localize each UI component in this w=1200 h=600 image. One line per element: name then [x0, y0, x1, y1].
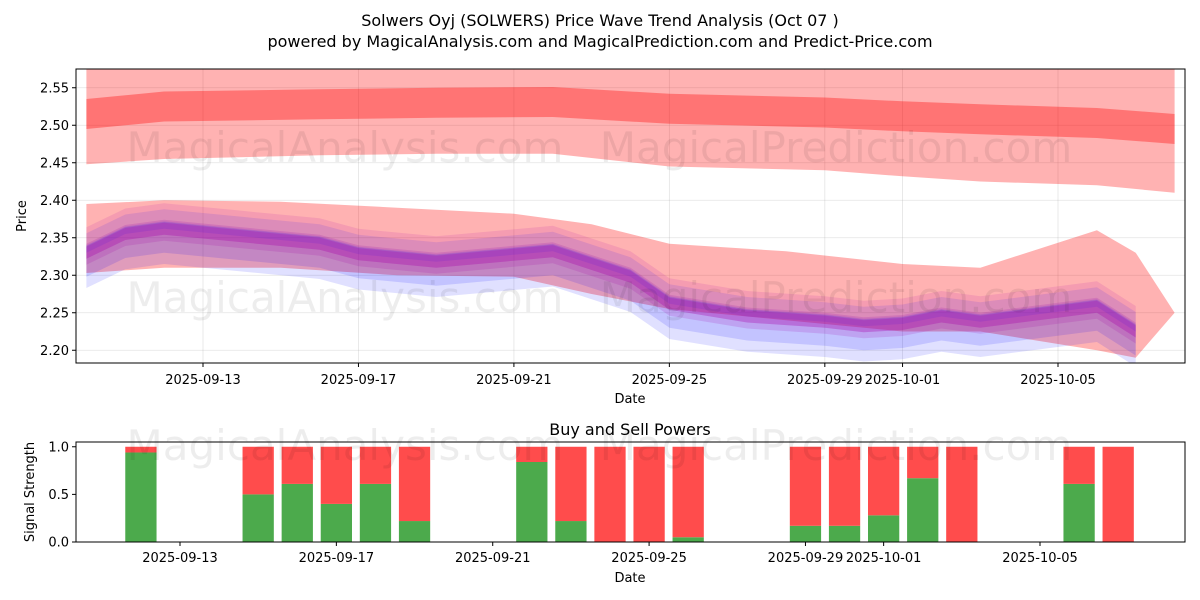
price-x-ticks: 2025-09-13 2025-09-17 2025-09-21 2025-09-25…: [165, 363, 1096, 388]
price-x-tick-label: 2025-09-17: [321, 373, 397, 388]
price-y-tick-label: 2.20: [40, 344, 69, 359]
watermark-prediction-bottom: MagicalPrediction.com: [600, 421, 1073, 470]
upper-outer-band: [86, 69, 1175, 193]
sell-bar: [1102, 446, 1134, 542]
power-plot-frame: [75, 441, 1186, 543]
price-y-tick-label: 2.50: [40, 119, 69, 134]
price-grid: [76, 69, 1185, 363]
buy-bar: [1063, 483, 1095, 542]
price-watermark: MagicalAnalysis.com MagicalPrediction.co…: [127, 123, 1073, 322]
price-series: [86, 69, 1175, 363]
sell-bar: [1063, 446, 1095, 484]
price-x-label: Date: [614, 392, 645, 407]
buy-bar: [398, 521, 431, 542]
price-y-tick-label: 2.35: [40, 231, 69, 246]
power-x-tick-label: 2025-10-05: [1002, 551, 1078, 566]
buy-bar: [125, 452, 157, 542]
price-chart: MagicalAnalysis.com MagicalPrediction.co…: [15, 68, 1186, 407]
sell-bar: [516, 446, 548, 462]
wave-band-4: [86, 209, 1136, 332]
buy-bar: [242, 494, 274, 542]
sell-bar: [789, 446, 822, 526]
power-x-tick-label: 2025-09-17: [299, 551, 375, 566]
wave-band-5: [86, 222, 1136, 338]
price-y-label: Price: [15, 200, 30, 232]
price-x-tick-label: 2025-09-25: [632, 373, 708, 388]
watermark-prediction-top: MagicalPrediction.com: [600, 123, 1073, 172]
sell-bar: [242, 446, 274, 495]
wave-band-3: [86, 219, 1136, 344]
sell-bar: [320, 446, 352, 504]
watermark-prediction-mid: MagicalPrediction.com: [600, 273, 1073, 322]
buy-bar: [516, 462, 548, 542]
power-chart-title: Buy and Sell Powers: [549, 420, 711, 439]
chart-subtitle: powered by MagicalAnalysis.com and Magic…: [267, 32, 932, 51]
buy-bar: [555, 521, 587, 542]
wave-band-2: [86, 203, 1136, 338]
watermark-analysis-mid: MagicalAnalysis.com: [127, 273, 564, 322]
chart-title: Solwers Oyj (SOLWERS) Price Wave Trend A…: [361, 11, 839, 30]
sell-bar: [672, 446, 704, 538]
lower-band: [86, 200, 1175, 358]
sell-bar: [594, 446, 626, 542]
watermark-analysis-top: MagicalAnalysis.com: [127, 123, 564, 172]
sell-bar: [868, 446, 900, 516]
sell-bar: [633, 446, 665, 542]
buy-bar: [828, 525, 861, 542]
price-y-tick-label: 2.30: [40, 269, 69, 284]
sell-bar: [946, 446, 978, 542]
sell-bar: [555, 446, 587, 522]
price-y-tick-label: 2.25: [40, 306, 69, 321]
power-x-tick-label: 2025-10-01: [846, 551, 922, 566]
power-y-tick-label: 1.0: [48, 440, 69, 455]
price-x-tick-label: 2025-10-05: [1020, 373, 1096, 388]
price-x-tick-label: 2025-09-29: [787, 373, 863, 388]
power-y-tick-label: 0.5: [48, 488, 69, 503]
price-y-tick-label: 2.45: [40, 156, 69, 171]
power-y-ticks: 0.0 0.5 1.0: [48, 440, 76, 551]
buy-bar: [672, 537, 704, 542]
price-y-tick-label: 2.55: [40, 81, 69, 96]
wave-band-1: [86, 222, 1136, 356]
power-x-ticks: 2025-09-13 2025-09-17 2025-09-21 2025-09-25…: [142, 542, 1078, 566]
buy-bar: [907, 478, 939, 542]
price-y-tick-label: 2.40: [40, 194, 69, 209]
sell-bar: [907, 446, 939, 479]
price-x-tick-label: 2025-09-13: [165, 373, 241, 388]
buy-bar: [320, 503, 352, 542]
upper-center-band: [86, 87, 1175, 144]
buy-bar: [359, 483, 392, 542]
buy-bar: [868, 515, 900, 542]
power-chart: Buy and Sell Powers MagicalAnalysis.com …: [23, 420, 1186, 586]
price-plot-frame: [75, 68, 1186, 364]
watermark-analysis-bottom: MagicalAnalysis.com: [127, 421, 564, 470]
power-y-tick-label: 0.0: [48, 536, 69, 551]
sell-bar: [281, 446, 313, 484]
price-x-tick-label: 2025-09-21: [476, 373, 552, 388]
sell-bar: [359, 446, 392, 484]
buy-bar: [281, 483, 313, 542]
wave-band-0: [86, 221, 1136, 363]
buy-bar: [789, 525, 822, 542]
price-y-ticks: 2.20 2.25 2.30 2.35 2.40 2.45 2.50 2.55: [40, 81, 76, 359]
power-x-label: Date: [614, 571, 645, 586]
power-bars: [125, 446, 1134, 542]
power-x-tick-label: 2025-09-21: [455, 551, 531, 566]
price-x-tick-label: 2025-10-01: [865, 373, 941, 388]
power-x-tick-label: 2025-09-29: [768, 551, 844, 566]
power-x-tick-label: 2025-09-25: [611, 551, 687, 566]
sell-bar: [398, 446, 431, 522]
sell-bar: [828, 446, 861, 526]
power-x-tick-label: 2025-09-13: [142, 551, 218, 566]
sell-bar: [125, 446, 157, 453]
power-y-label: Signal Strength: [23, 442, 38, 542]
